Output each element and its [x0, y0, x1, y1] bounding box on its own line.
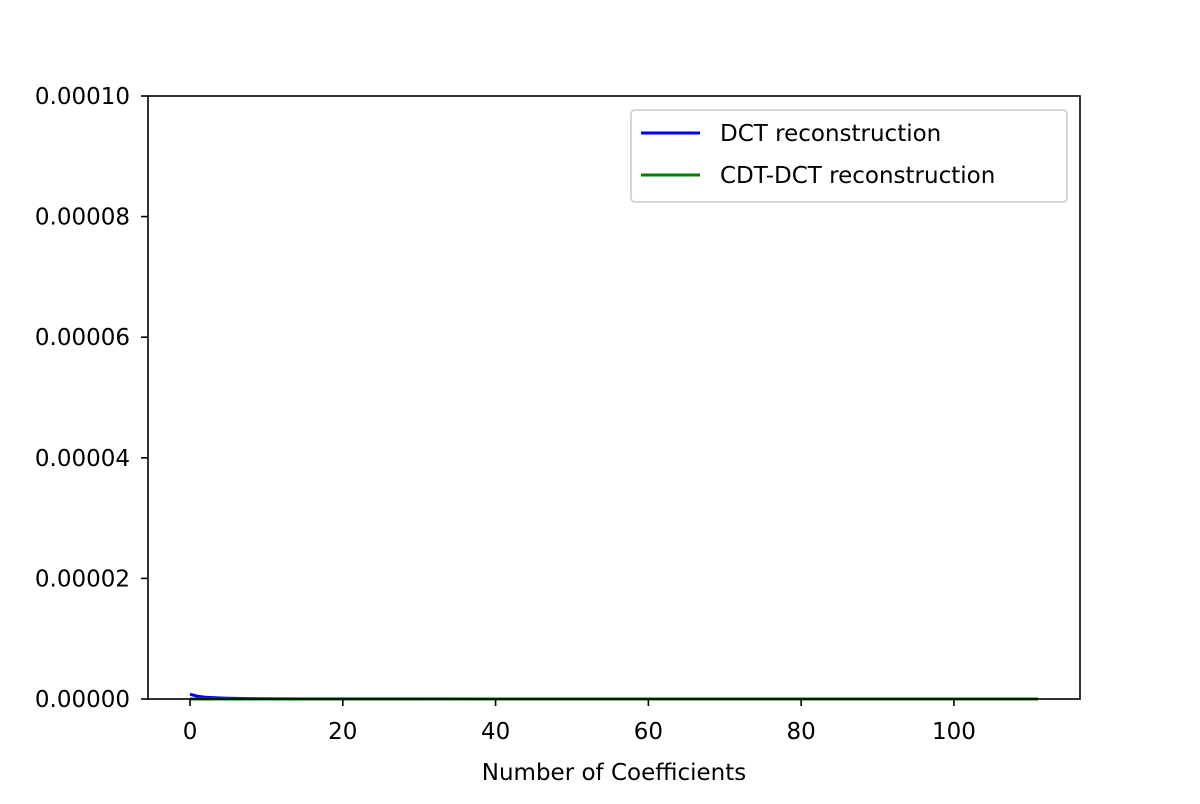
y-tick-label: 0.00004 [35, 446, 130, 472]
legend: DCT reconstruction CDT-DCT reconstructio… [630, 109, 1068, 203]
x-tick-label: 60 [634, 719, 663, 745]
x-axis: 0 20 40 60 80 100 [183, 699, 976, 745]
x-tick-label: 20 [328, 719, 357, 745]
legend-label-cdt-dct: CDT-DCT reconstruction [720, 163, 995, 189]
x-tick-label: 100 [932, 719, 976, 745]
y-tick-label: 0.00010 [35, 84, 130, 110]
legend-box [630, 109, 1068, 203]
y-tick-label: 0.00000 [35, 687, 130, 713]
y-tick-label: 0.00008 [35, 205, 130, 231]
plot-frame [147, 95, 1081, 700]
legend-label-dct: DCT reconstruction [720, 121, 941, 147]
y-tick-label: 0.00002 [35, 566, 130, 592]
y-axis: 0.00000 0.00002 0.00004 0.00006 0.00008 0.000… [35, 84, 148, 713]
y-tick-label: 0.00006 [35, 325, 130, 351]
x-axis-label: Number of Coefficients [482, 760, 746, 786]
x-tick-label: 0 [183, 719, 198, 745]
x-tick-label: 80 [787, 719, 816, 745]
x-tick-label: 40 [481, 719, 510, 745]
